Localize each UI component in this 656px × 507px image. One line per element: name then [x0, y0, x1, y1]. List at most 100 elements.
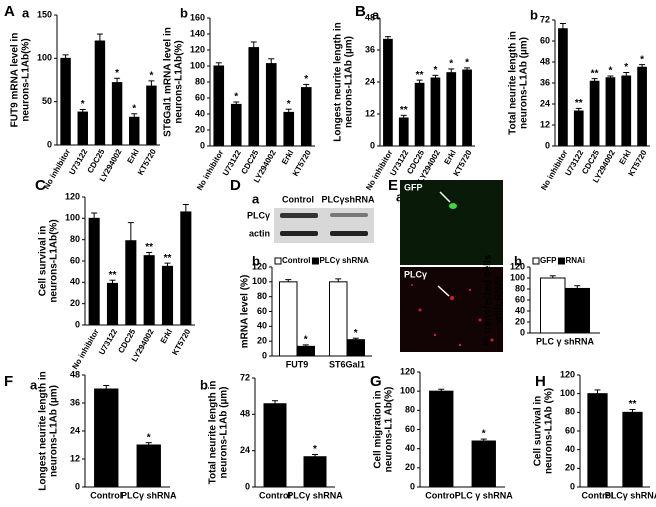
- y-tick-label: 48: [540, 56, 550, 66]
- y-axis-title: neurons-L1Ab (µm): [219, 387, 230, 479]
- y-tick-label: 60: [405, 424, 415, 434]
- panel-label: b: [514, 253, 522, 268]
- y-axis-title: Cell migration in: [373, 390, 384, 468]
- significance: *: [449, 59, 453, 70]
- channel-label: GFP: [404, 182, 423, 192]
- red-dots: [411, 284, 494, 347]
- y-axis-title: Longest neurite length in: [333, 22, 344, 141]
- y-tick-label: 120: [65, 191, 80, 201]
- significance: *: [640, 54, 644, 65]
- significance: *: [304, 335, 308, 346]
- significance: *: [115, 68, 119, 79]
- y-tick-label: 48: [365, 12, 375, 22]
- y-tick-label: 0: [370, 140, 375, 150]
- y-axis-title: neurons-L1Ab (µm): [519, 37, 530, 129]
- western-blot: a Control PLCγshRNA PLCγ actin: [247, 191, 375, 243]
- x-tick-label: U73122: [97, 327, 119, 356]
- bar: [300, 87, 312, 147]
- y-tick-label: 12: [365, 108, 375, 118]
- bar: [471, 440, 496, 488]
- y-axis-title: Longest neurite length in: [38, 371, 49, 490]
- bar: [94, 388, 119, 488]
- panel-label: b: [180, 5, 188, 20]
- gfp-cell: [449, 203, 457, 209]
- y-tick-label: 0: [245, 481, 250, 491]
- gfp-image: [400, 180, 503, 265]
- y-tick-label: 40: [195, 108, 205, 118]
- y-axis-title: Total neurite length in: [208, 381, 219, 485]
- y-tick-label: 40: [565, 444, 575, 454]
- bar: [564, 287, 590, 334]
- y-tick-label: 160: [190, 12, 205, 22]
- bar: [279, 281, 298, 357]
- significance: *: [433, 65, 437, 76]
- y-axis-title: FUT9 mRNA level in: [10, 33, 21, 128]
- y-tick-label: 140: [190, 28, 205, 38]
- blot-column-label: Control: [282, 194, 314, 204]
- arrow: [439, 191, 451, 203]
- y-tick-label: 80: [70, 234, 80, 244]
- section-label: C: [35, 177, 46, 194]
- bar: [111, 82, 123, 146]
- section-label: G: [370, 373, 382, 390]
- y-tick-label: 0: [200, 140, 205, 150]
- y-tick-label: 36: [540, 77, 550, 87]
- significance: *: [149, 71, 153, 82]
- y-tick-label: 48: [240, 409, 250, 419]
- legend-label: Control: [282, 256, 310, 265]
- bar: [146, 85, 157, 146]
- y-tick-label: 0: [545, 140, 550, 150]
- y-tick-label: 20: [405, 462, 415, 472]
- legend-label: PLCγ shRNA: [319, 256, 369, 265]
- legend-swatch: [274, 257, 282, 265]
- x-tick-label: Erkl: [280, 149, 295, 167]
- bar: [161, 265, 174, 326]
- x-tick-label: No inhibitor: [70, 328, 100, 371]
- bar: [60, 57, 71, 146]
- x-tick-label: Control: [259, 490, 291, 500]
- x-tick-label: PLC γ shRNA: [536, 336, 595, 346]
- panel-label: b: [530, 7, 538, 22]
- legend-label: GFP: [540, 256, 557, 265]
- arrow: [437, 285, 450, 297]
- y-axis-title: neurons-L1Ab (µm): [49, 385, 60, 477]
- bar: [540, 277, 566, 334]
- panel-label: a: [372, 7, 380, 22]
- y-tick-label: 120: [560, 369, 575, 379]
- bar: [143, 255, 155, 326]
- bar: [265, 63, 277, 147]
- y-tick-label: 20: [257, 336, 267, 346]
- y-tick-label: 100: [510, 272, 525, 282]
- section-label: B: [355, 3, 366, 20]
- bar: [383, 38, 393, 147]
- y-tick-label: 40: [405, 443, 415, 453]
- significance: *: [624, 62, 628, 73]
- blot-band: [330, 231, 368, 236]
- y-axis-title: % transfected cells: [483, 254, 494, 345]
- y-tick-label: 100: [560, 388, 575, 398]
- x-tick-label: Erkl: [442, 149, 457, 167]
- bar: [429, 390, 454, 488]
- bar: [462, 69, 472, 147]
- bar: [94, 40, 106, 146]
- panel-label: b: [200, 377, 208, 392]
- y-tick-label: 0: [75, 319, 80, 329]
- y-axis-title: neurons-L1Ab (µm): [344, 36, 355, 128]
- y-tick-label: 24: [365, 76, 375, 86]
- y-axis-title: Total neurite length in: [508, 31, 519, 135]
- bar: [446, 72, 457, 147]
- y-axis-title: mRNA level (%): [240, 275, 251, 349]
- bar: [303, 456, 327, 488]
- bar: [296, 345, 315, 357]
- y-tick-label: 20: [70, 298, 80, 308]
- y-tick-label: 80: [515, 283, 525, 293]
- y-tick-label: 36: [365, 44, 375, 54]
- bar: [180, 211, 192, 326]
- y-tick-label: 20: [565, 463, 575, 473]
- legend-swatch: [532, 257, 540, 265]
- significance: *: [132, 103, 136, 114]
- y-tick-label: 72: [540, 14, 550, 24]
- x-tick-label: Erkl: [617, 149, 632, 167]
- significance: *: [313, 444, 317, 455]
- x-tick-label: PLCγ shRNA: [121, 490, 177, 500]
